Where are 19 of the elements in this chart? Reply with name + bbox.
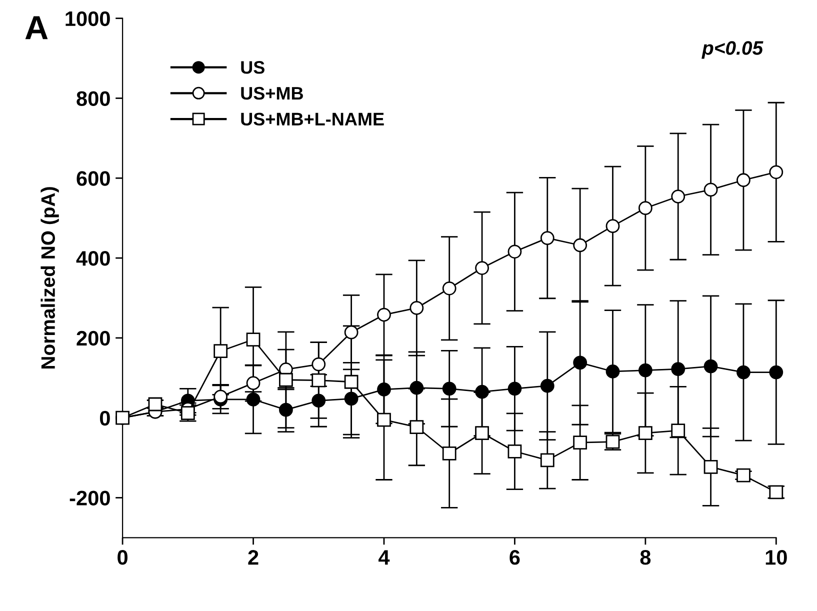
y-tick-label: 800 bbox=[76, 91, 110, 106]
legend-label: US+MB+L-NAME bbox=[241, 112, 384, 126]
chart-title: A bbox=[25, 16, 48, 40]
legend-label: US+MB bbox=[241, 86, 303, 100]
annotation: p<0.05 bbox=[702, 41, 764, 59]
x-tick-label: 10 bbox=[766, 550, 787, 565]
y-tick-label: 400 bbox=[76, 251, 110, 266]
legend-label: US bbox=[241, 61, 264, 74]
y-tick-label: 600 bbox=[76, 171, 110, 186]
y-tick-label: 0 bbox=[100, 410, 110, 426]
y-tick-label: 200 bbox=[76, 330, 110, 346]
y-axis-title: Normalized NO (pA) bbox=[40, 187, 59, 369]
x-tick-label: 2 bbox=[248, 550, 258, 565]
x-tick-label: 4 bbox=[378, 550, 390, 565]
y-tick-label: -200 bbox=[70, 490, 110, 506]
x-tick-label: 0 bbox=[118, 550, 128, 565]
x-tick-label: 6 bbox=[510, 550, 520, 565]
x-tick-label: 8 bbox=[640, 550, 651, 565]
y-tick-label: 1000 bbox=[66, 11, 110, 26]
